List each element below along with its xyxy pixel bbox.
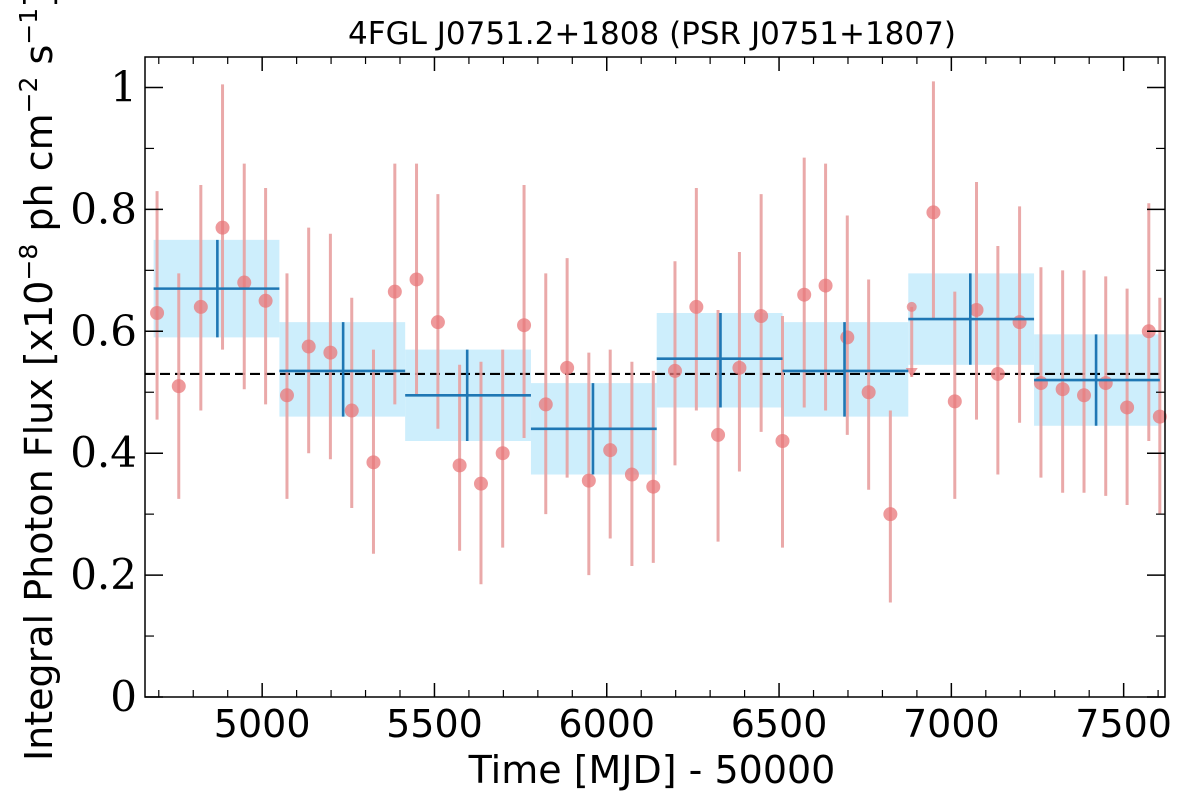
fine-point-7: [301, 339, 316, 354]
fine-point-43: [1077, 388, 1092, 403]
fine-point-33: [861, 385, 876, 400]
fine-point-28: [754, 309, 769, 324]
chart-title: 4FGL J0751.2+1808 (PSR J0751+1807): [348, 16, 956, 52]
y-tick-label: 1: [110, 62, 137, 111]
y-tick-label: 0: [110, 672, 137, 721]
fine-point-13: [430, 315, 445, 330]
x-tick-label: 6000: [558, 702, 655, 746]
fine-point-16: [495, 446, 510, 461]
fine-point-3: [215, 220, 230, 235]
x-tick-label: 5000: [214, 702, 311, 746]
fine-point-8: [323, 345, 338, 360]
fine-point-30: [797, 287, 812, 302]
fine-point-41: [1033, 376, 1048, 391]
fine-point-32: [840, 330, 855, 345]
fine-point-23: [646, 479, 661, 494]
fine-point-18: [538, 397, 553, 412]
y-tick-label: 0.8: [70, 184, 137, 233]
x-tick-label: 7500: [1075, 702, 1172, 746]
y-tick-label: 0.2: [70, 550, 137, 599]
fine-point-34: [883, 507, 898, 522]
fine-point-40: [1012, 315, 1027, 330]
fine-point-1: [171, 379, 186, 394]
fine-point-22: [624, 467, 639, 482]
fine-point-44: [1098, 376, 1113, 391]
x-axis-ticks: 5000 5500 6000 6500 7000 7500: [158, 57, 1172, 746]
fine-point-15: [473, 476, 488, 491]
fine-point-38: [969, 302, 984, 317]
fine-point-19: [560, 360, 575, 375]
fine-point-14: [452, 458, 467, 473]
x-tick-label: 7000: [903, 702, 1000, 746]
fine-point-47: [1152, 409, 1167, 424]
fine-point-29: [775, 434, 790, 448]
fine-point-5: [258, 293, 273, 308]
fine-point-9: [344, 403, 359, 418]
fine-point-37: [947, 394, 962, 409]
fine-point-11: [387, 284, 402, 299]
fine-point-45: [1120, 400, 1135, 415]
fine-point-12: [409, 272, 424, 287]
fine-point-25: [689, 299, 704, 314]
y-tick-label: 0.6: [70, 306, 137, 355]
fine-point-6: [279, 388, 294, 403]
fine-point-39: [990, 366, 1005, 381]
fine-point-27: [732, 360, 747, 375]
y-axis-label: Integral Photon Flux [x10−8 ph cm−2 s−1]: [14, 0, 61, 761]
fine-point-2: [193, 299, 208, 314]
fine-point-36: [926, 205, 941, 220]
y-axis-ticks: 0 0.2 0.4 0.6 0.8 1: [70, 62, 1165, 721]
fine-point-17: [517, 318, 532, 333]
fine-point-26: [711, 427, 726, 442]
fine-points: [150, 205, 1167, 522]
fine-point-20: [581, 473, 596, 488]
y-tick-label: 0.4: [70, 428, 137, 477]
fine-point-0: [150, 306, 165, 320]
bin-markers: [153, 239, 1160, 475]
fine-point-31: [818, 278, 833, 293]
fine-errorbars: [155, 81, 1162, 603]
upper-limit-cap-35: [906, 301, 917, 312]
x-tick-label: 5500: [386, 702, 483, 746]
fine-point-4: [237, 275, 252, 290]
upper-limit-arrow-35: [905, 368, 918, 377]
x-axis-label: Time [MJD] - 50000: [468, 748, 836, 792]
plot-frame: [144, 56, 1166, 698]
fine-point-10: [366, 455, 381, 470]
fine-point-21: [603, 443, 618, 458]
fine-point-24: [667, 363, 682, 378]
x-tick-label: 6500: [731, 702, 828, 746]
fine-point-42: [1055, 382, 1070, 397]
